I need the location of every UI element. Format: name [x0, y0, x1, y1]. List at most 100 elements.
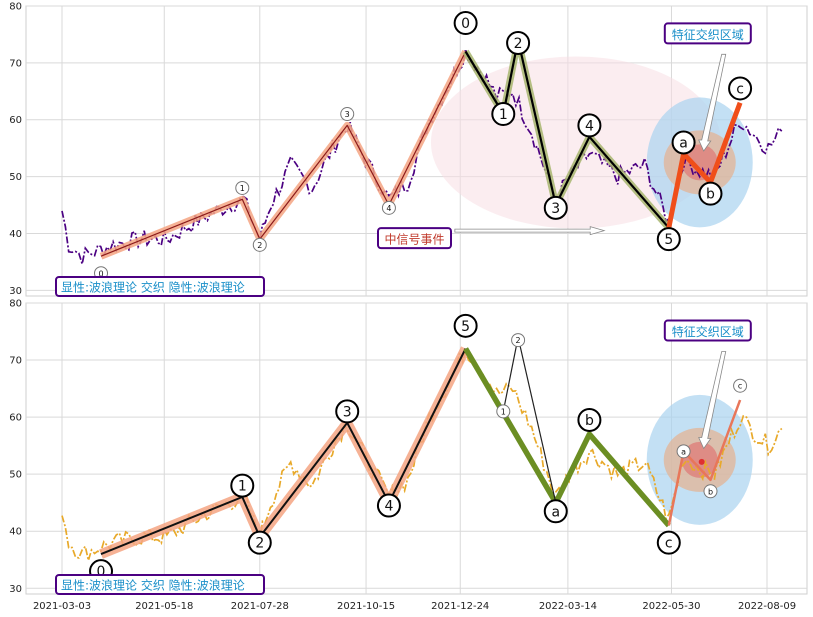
signal-arrow	[454, 226, 606, 236]
wave-label: 2	[252, 237, 267, 252]
wave-label: 3	[335, 399, 360, 424]
wave-label-circle	[381, 200, 396, 215]
wave-label: 0	[453, 11, 478, 36]
callout: 中信号事件	[377, 227, 452, 250]
wave-label-text: 0	[461, 16, 470, 32]
wave-label-text: 2	[257, 241, 262, 250]
callout-text: 特征交织区域	[672, 324, 744, 339]
wave-label: 5	[656, 227, 681, 252]
wave-label: a	[676, 444, 691, 459]
wave-label-circle	[656, 227, 681, 252]
wave-label-circle	[703, 484, 718, 499]
wave-label-text: c	[736, 81, 744, 97]
wave-label: c	[728, 76, 753, 101]
callout: 特征交织区域	[663, 319, 752, 342]
legend-text: 显性:波浪理论 交织 隐性:波浪理论	[61, 280, 245, 295]
wave-label-circle	[733, 378, 748, 393]
wave-label: 1	[496, 404, 511, 419]
legend: 显性:波浪理论 交织 隐性:波浪理论	[55, 276, 265, 297]
wave-label-text: 2	[255, 536, 264, 552]
wave-label-text: b	[706, 187, 715, 203]
wave-line-4	[667, 399, 742, 526]
callout: 特征交织区域	[663, 22, 752, 45]
wave-label: c	[656, 530, 681, 555]
y-tick-label: 80	[9, 2, 22, 13]
wave-label: 3	[543, 195, 568, 220]
callout-box	[377, 227, 452, 250]
wave-label: a	[543, 499, 568, 524]
wave-label-text: a	[681, 447, 686, 456]
wave-halo-1	[99, 49, 469, 260]
wave-label-text: a	[551, 504, 560, 520]
wave-label: a	[671, 130, 696, 155]
legend: 显性:波浪理论 交织 隐性:波浪理论	[55, 574, 265, 595]
wave-label-text: 0	[98, 269, 103, 278]
wave-label-text: 4	[585, 118, 594, 134]
wave-label: 4	[376, 493, 401, 518]
wave-label-circle	[453, 313, 478, 338]
zone-arrow	[698, 351, 727, 450]
wave-label-circle	[698, 181, 723, 206]
y-tick-label: 40	[9, 229, 22, 240]
x-tick-label: 2021-05-18	[135, 601, 193, 612]
x-tick-label: 2021-12-24	[431, 601, 489, 612]
wave-label-circle	[577, 407, 602, 432]
wave-label-circle	[577, 113, 602, 138]
y-tick-label: 70	[9, 356, 22, 367]
wave-label-text: 4	[384, 499, 393, 515]
y-tick-label: 50	[9, 470, 22, 481]
wave-label-circle	[728, 76, 753, 101]
x-tick-label: 2021-07-28	[231, 601, 289, 612]
wave-label-circle	[543, 195, 568, 220]
y-tick-label: 30	[9, 286, 22, 297]
wave-label-text: b	[708, 487, 713, 496]
x-tick-label: 2022-05-30	[642, 601, 700, 612]
wave-label-circle	[543, 499, 568, 524]
wave-label-circle	[491, 102, 516, 127]
panel-1: 30405060708001234012345abc特征交织区域中信号事件显性:…	[9, 2, 808, 297]
wave-label-circle	[496, 404, 511, 419]
wave-label-text: 1	[240, 184, 245, 193]
wave-label: 1	[491, 102, 516, 127]
wave-line-2	[464, 38, 670, 229]
wave-label-text: 1	[499, 107, 508, 123]
wave-label-text: 3	[343, 404, 352, 420]
wave-label-text: 5	[461, 319, 470, 335]
wave-label: c	[733, 378, 748, 393]
interweave-center-dot	[698, 458, 705, 465]
callout-text: 中信号事件	[384, 232, 444, 247]
wave-label: b	[577, 407, 602, 432]
x-tick-label: 2022-03-14	[539, 601, 597, 612]
y-tick-label: 40	[9, 527, 22, 538]
wave-label-circle	[247, 530, 272, 555]
y-tick-label: 60	[9, 115, 22, 126]
legend-text: 显性:波浪理论 交织 隐性:波浪理论	[61, 578, 245, 593]
wave-label: 1	[230, 473, 255, 498]
wave-label-circle	[252, 237, 267, 252]
y-tick-label: 60	[9, 413, 22, 424]
wave-label-text: 0	[97, 564, 106, 580]
wave-label-circle	[453, 11, 478, 36]
wave-label-circle	[335, 399, 360, 424]
wave-label-text: 1	[501, 407, 506, 416]
wave-line-3	[666, 101, 743, 229]
wave-label: 3	[340, 107, 355, 122]
callout-text: 特征交织区域	[672, 27, 744, 42]
wave-label: 4	[577, 113, 602, 138]
wave-label: 4	[381, 200, 396, 215]
wave-label: b	[698, 181, 723, 206]
wave-label-text: 3	[345, 110, 350, 119]
wave-label: 2	[511, 333, 526, 348]
wave-label-text: 2	[516, 336, 521, 345]
wave-label-text: 3	[551, 201, 560, 217]
zone-arrow	[698, 53, 727, 152]
wave-label-circle	[511, 333, 526, 348]
wave-label: 5	[453, 313, 478, 338]
y-tick-label: 50	[9, 172, 22, 183]
wave-label: 1	[235, 180, 250, 195]
wave-label-text: c	[665, 536, 673, 552]
wave-label-text: a	[679, 135, 688, 151]
wave-label: 2	[506, 30, 531, 55]
